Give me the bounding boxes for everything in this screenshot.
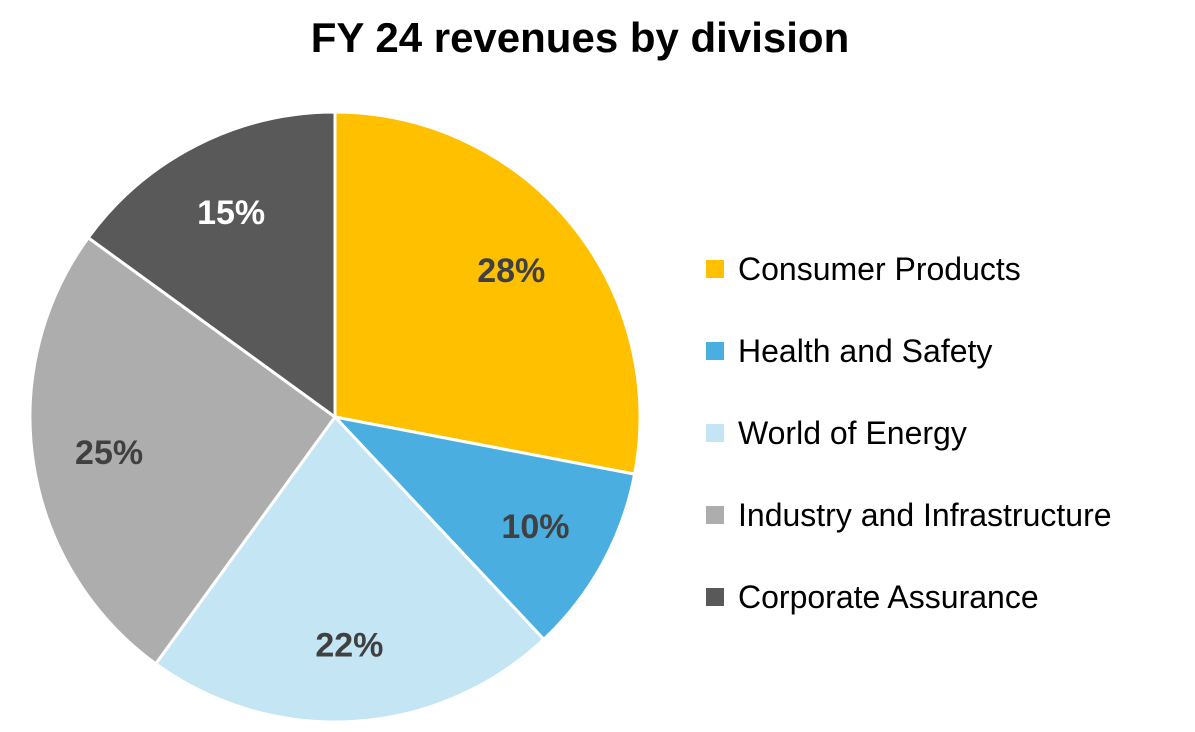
pie-slice-industry-and-infrastructure	[28, 235, 338, 666]
legend-swatch	[706, 506, 724, 524]
legend-swatch	[706, 588, 724, 606]
legend: Consumer Products Health and Safety World …	[706, 228, 1112, 638]
data-label-consumer-products: 28%	[477, 252, 545, 290]
data-label-industry-and-infrastructure: 25%	[75, 434, 143, 472]
legend-item: Corporate Assurance	[706, 556, 1112, 638]
legend-item: Industry and Infrastructure	[706, 474, 1112, 556]
legend-label: Consumer Products	[738, 250, 1021, 287]
legend-item: Health and Safety	[706, 310, 1112, 392]
data-label-world-of-energy: 22%	[315, 626, 383, 664]
pie-slice-world-of-energy	[153, 414, 546, 724]
legend-swatch	[706, 424, 724, 442]
legend-item: World of Energy	[706, 392, 1112, 474]
legend-label: Corporate Assurance	[738, 578, 1039, 615]
legend-label: Health and Safety	[738, 332, 993, 369]
legend-swatch	[706, 260, 724, 278]
pie-slice-health-and-safety	[330, 414, 637, 642]
legend-item: Consumer Products	[706, 228, 1112, 310]
legend-swatch	[706, 342, 724, 360]
data-label-health-and-safety: 10%	[501, 508, 569, 546]
pie-slice-consumer-products	[333, 110, 642, 476]
legend-label: World of Energy	[738, 414, 967, 451]
chart-title: FY 24 revenues by division	[310, 14, 850, 61]
legend-label: Industry and Infrastructure	[738, 496, 1112, 533]
pie-slice-corporate-assurance	[86, 110, 337, 420]
data-label-corporate-assurance: 15%	[197, 194, 265, 232]
